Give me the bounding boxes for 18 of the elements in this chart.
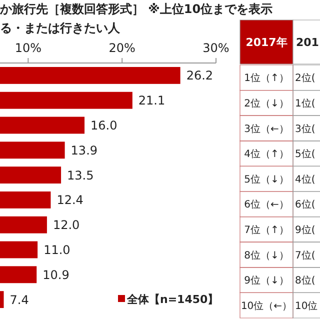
data-label: 7.4 — [10, 292, 29, 307]
data-label: 26.2 — [186, 68, 214, 83]
legend-label: 全体【n=1450】 — [126, 292, 219, 306]
data-label: 13.9 — [70, 143, 98, 158]
ranking-table: 2017年 1位（↑） 2位（↓） 3位（←） 4位（↑） 5位（↓） 6位（←） 7位（↑） 8位（↓） 9位（↓） 10位（←） — [240, 20, 294, 318]
chart-subtitle: る・または行きたい人 — [0, 21, 121, 35]
x-tick-label: 10% — [14, 41, 42, 55]
data-label: 16.0 — [90, 118, 118, 132]
data-label: 13.5 — [67, 168, 94, 182]
data-label: 11.0 — [44, 242, 70, 257]
x-tick-label: 20% — [108, 41, 136, 55]
data-label: 10.9 — [42, 268, 70, 282]
data-label: 12.0 — [52, 218, 80, 232]
ranking-table: 201 2位( 1位( 3位( 5位( 4位( 6位( 9位( 7位( 8位( 10位 — [292, 20, 320, 318]
x-tick-label: 30% — [202, 41, 230, 55]
data-label: 12.4 — [56, 193, 84, 208]
chart-title: か旅行先［複数回答形式］ ※上位10位までを表示 — [0, 2, 273, 16]
data-label: 21.1 — [138, 94, 166, 108]
